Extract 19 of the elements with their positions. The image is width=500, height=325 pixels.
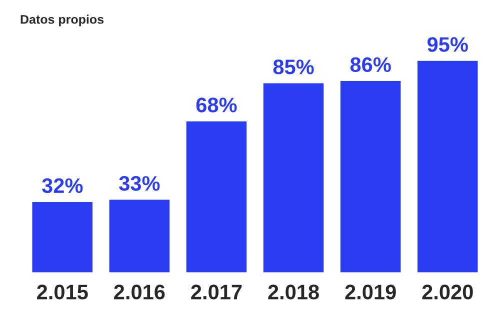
- x-tick-label: 2.016: [114, 284, 165, 300]
- data-label: 68%: [196, 98, 237, 112]
- bar: [262, 82, 326, 273]
- x-tick-label: 2.020: [422, 284, 473, 300]
- chart-title: Datos propios: [20, 14, 104, 26]
- x-tick-label: 2.017: [191, 284, 242, 300]
- data-label: 32%: [42, 178, 83, 194]
- bar: [416, 59, 480, 273]
- bar: [339, 80, 402, 273]
- x-tick-label: 2.019: [345, 284, 396, 300]
- x-tick-label: 2.018: [268, 284, 319, 300]
- x-tick-label: 2.015: [37, 284, 88, 300]
- data-label: 33%: [119, 176, 160, 191]
- bar: [108, 198, 171, 273]
- bar: [184, 120, 248, 273]
- data-label: 95%: [428, 37, 468, 52]
- data-label: 86%: [350, 57, 391, 72]
- bar: [30, 200, 94, 273]
- data-label: 85%: [273, 60, 314, 74]
